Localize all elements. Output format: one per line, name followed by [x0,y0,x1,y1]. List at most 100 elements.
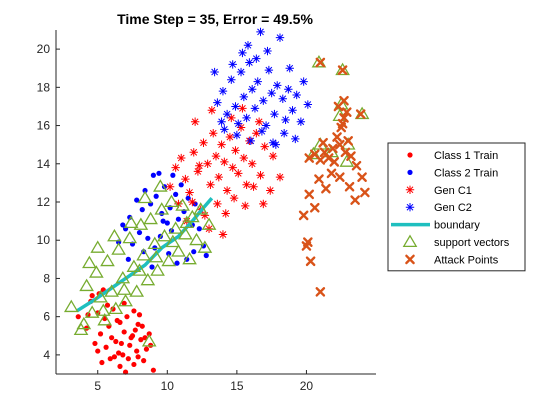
attack-points-point-6 [332,132,342,142]
attack-points-point-25 [305,256,316,267]
attack-points-point-19 [321,183,331,194]
class-2-train-point-3 [134,197,140,203]
legend-entry-class-2-train: Class 2 Train [407,167,498,179]
support-vectors-point-6 [97,313,113,326]
class-1-train-point-20 [141,358,147,364]
legend-label-gen-c1: Gen C1 [434,185,472,197]
class-2-train-point-5 [139,207,145,213]
attack-points-point-27 [335,172,345,182]
class-2-train-point-34 [149,264,155,270]
gen-c2-point-34 [291,134,300,144]
attack-points-point-16 [337,65,348,75]
y-tick-label-6: 16 [37,119,51,133]
class-1-train-point-6 [109,335,115,341]
class-1-train-point-12 [122,369,129,375]
support-vectors-point-20 [147,236,163,250]
support-vectors-point-30 [182,251,197,265]
class-2-train-point-37 [191,249,197,255]
class-1-train-point-28 [124,314,130,320]
legend-swatch-attack-points [405,254,415,265]
support-vectors-point-28 [175,198,190,211]
legend-label-attack-points: Attack Points [434,254,499,266]
support-vectors-point-43 [116,282,132,295]
class-2-train-point-38 [203,252,209,259]
support-vectors-point-36 [90,240,106,253]
attack-points-point-2 [315,155,326,165]
support-vectors-point-4 [89,265,104,278]
series-support-vectors [63,55,370,347]
class-1-train-point-29 [132,327,138,333]
support-vectors-point-45 [148,249,164,263]
gen-c2-point-43 [243,41,253,50]
series-gen-c1 [165,104,285,239]
data-marks [63,27,370,375]
support-vectors-point-5 [93,290,108,303]
legend-entry-gen-c1: Gen C1 [405,185,472,197]
support-vectors-point-19 [143,211,158,225]
class-2-train-point-17 [173,191,179,197]
gen-c2-point-44 [271,140,281,149]
gen-c2-point-25 [292,90,301,100]
axes: 5 10 15 20 4 6 8 10 12 14 16 18 20 [37,30,376,393]
attack-points-point-17 [355,109,366,119]
y-tick-label-5: 14 [37,157,51,171]
gen-c1-point-21 [236,123,246,132]
y-tick-label-2: 8 [43,271,50,285]
gen-c2-point-40 [285,64,294,73]
gen-c2-point-7 [239,92,249,102]
class-1-train-point-13 [125,356,131,362]
class-2-train-point-10 [153,193,159,199]
attack-points-point-12 [337,118,348,129]
y-tick-label-7: 18 [37,80,51,94]
attack-points-point-33 [326,168,337,179]
legend-swatch-class-1-train [407,152,413,158]
support-vectors-point-14 [126,259,142,272]
support-vectors-point-42 [95,303,111,316]
legend-swatch-gen-c2 [405,203,415,212]
x-tick-label-1: 10 [161,379,175,393]
support-vectors-point-18 [140,272,156,286]
gen-c2-point-3 [227,75,236,84]
attack-points-point-32 [350,195,360,205]
gen-c1-point-45 [174,199,183,209]
gen-c2-point-6 [236,67,246,77]
attack-points-point-5 [328,143,338,154]
gen-c2-point-41 [299,77,308,86]
gen-c1-point-33 [221,209,230,218]
attack-points-point-35 [318,137,328,148]
gen-c1-point-35 [241,201,250,211]
support-vectors-point-48 [82,255,97,269]
support-vectors-point-40 [153,179,168,192]
support-vectors-point-35 [201,217,217,230]
gen-c2-point-19 [273,81,282,90]
support-vectors-point-33 [193,202,209,215]
support-vectors-point-7 [100,253,115,267]
gen-c2-point-9 [245,58,254,67]
gen-c1-point-34 [229,193,239,203]
gen-c1-point-9 [203,159,212,168]
class-1-train-point-23 [150,367,156,373]
class-1-train-point-3 [99,359,105,366]
gen-c2-point-28 [220,125,229,134]
gen-c1-point-44 [275,172,285,182]
support-vectors-point-12 [118,293,133,307]
class-1-train-point-4 [103,344,109,350]
support-vectors-point-15 [129,284,145,297]
gen-c2-point-31 [257,127,267,136]
attack-points-point-21 [309,202,320,213]
gen-c2-point-11 [250,104,260,113]
attack-points-point-28 [344,181,355,192]
attack-points-point-34 [329,157,340,167]
support-vectors-point-29 [178,227,193,240]
chart-title: Time Step = 35, Error = 49.5% [117,11,313,27]
support-vectors-point-2 [79,278,94,292]
gen-c1-point-26 [252,129,261,138]
class-1-train-point-9 [116,350,122,356]
y-tick-label-1: 6 [43,310,50,324]
gen-c2-point-0 [213,98,222,107]
class-1-train-point-11 [121,329,127,335]
class-2-train-point-16 [170,172,176,178]
class-1-train-point-14 [127,342,133,348]
